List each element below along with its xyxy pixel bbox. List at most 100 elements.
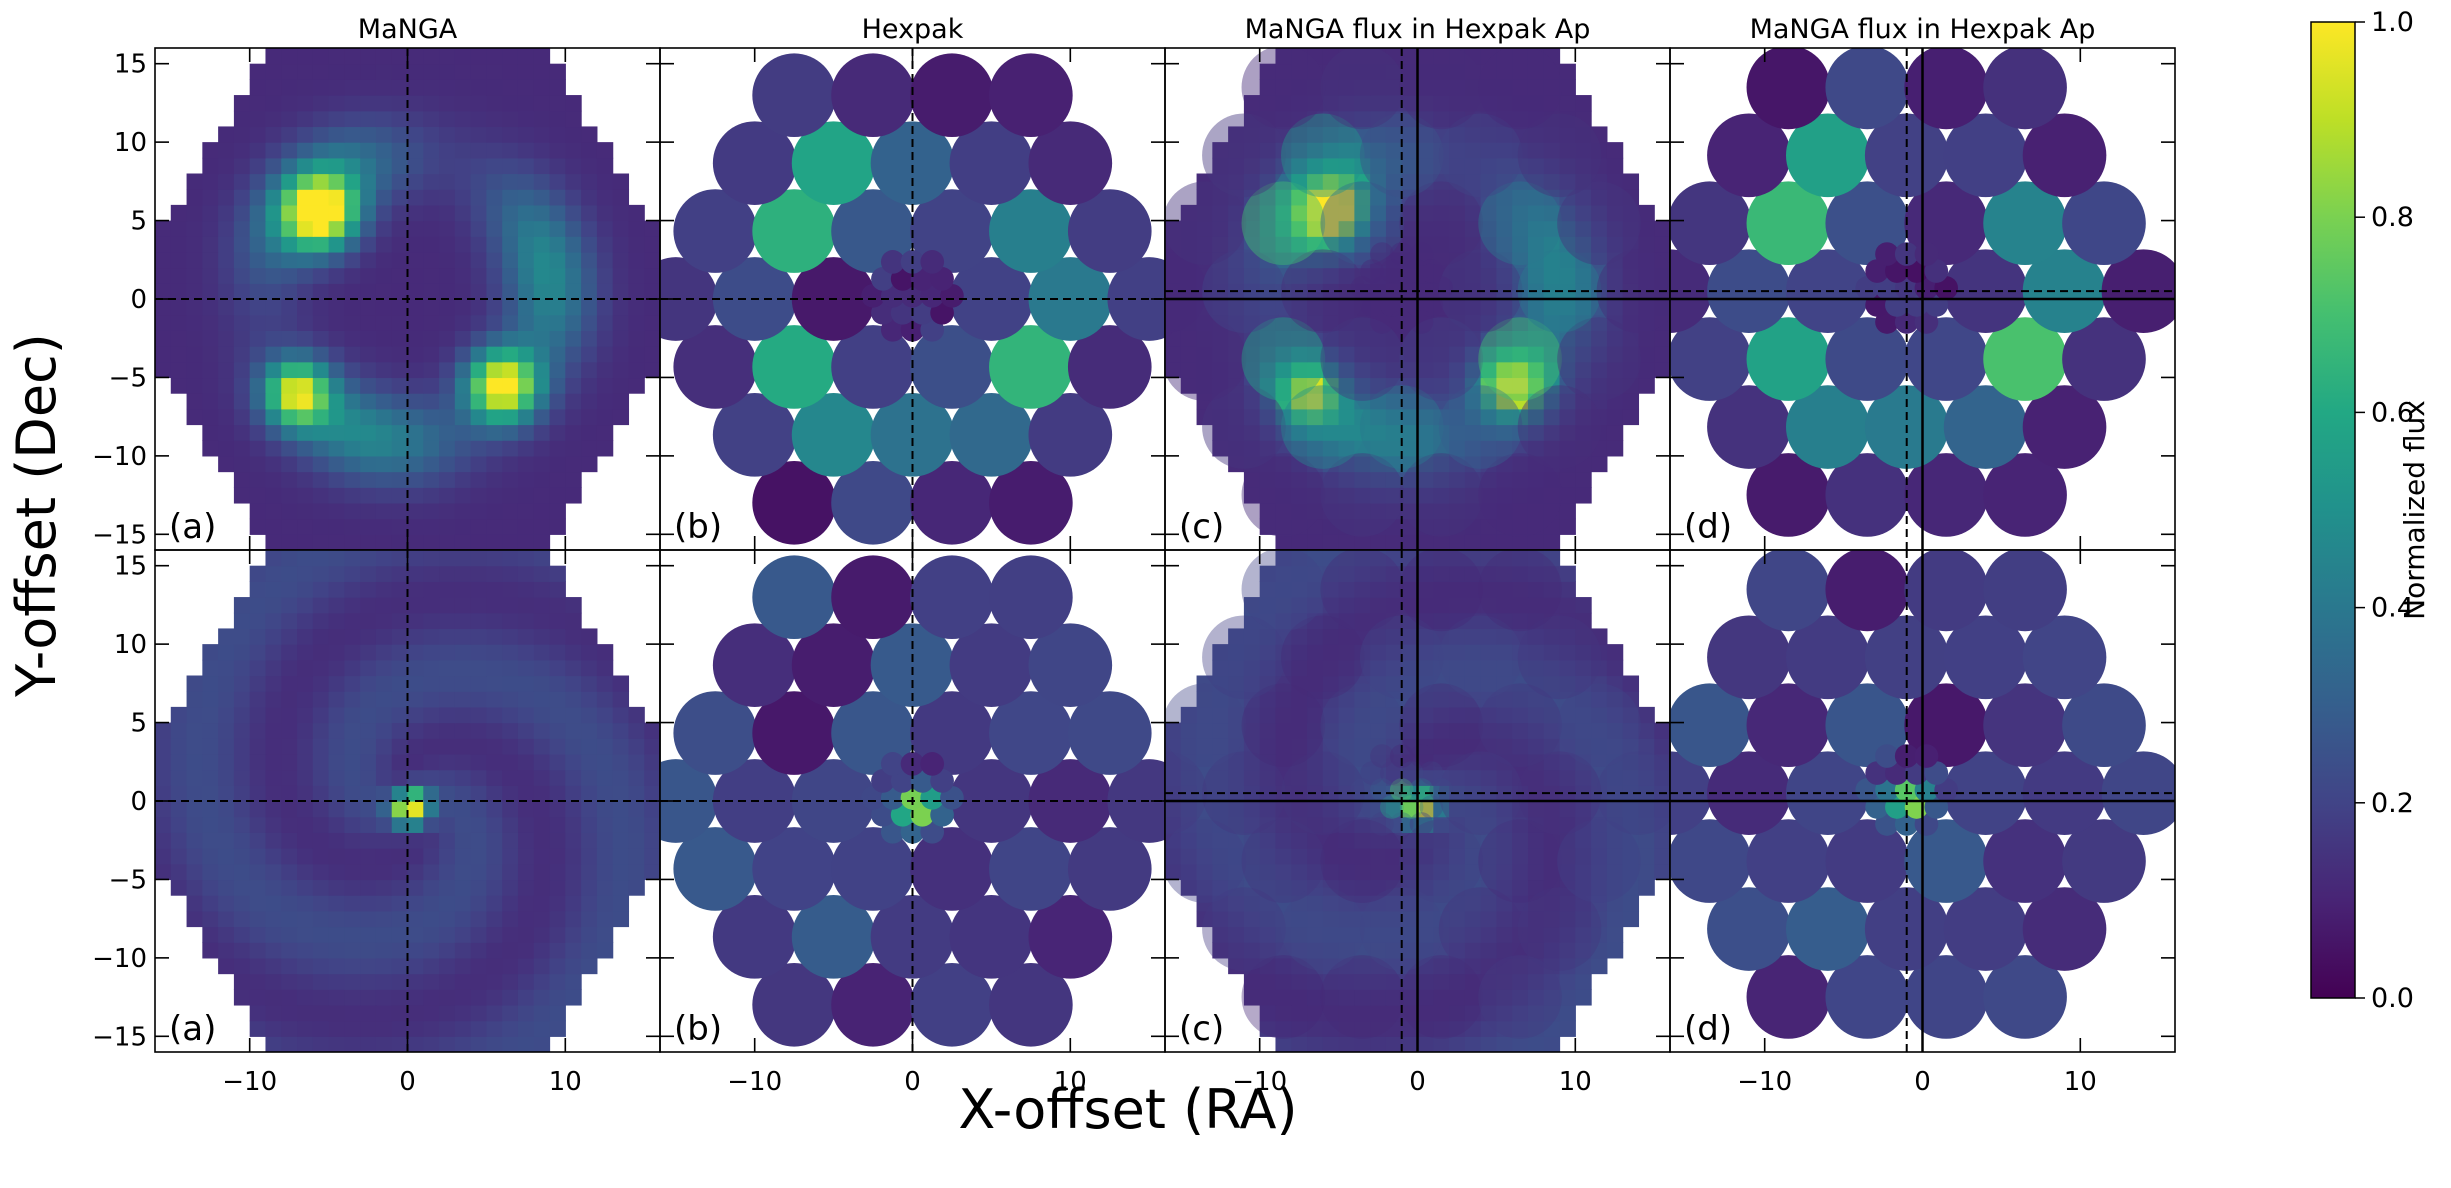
heatmap-cell — [1575, 738, 1592, 755]
heatmap-cell — [375, 706, 393, 724]
heatmap-cell — [1496, 863, 1513, 881]
heatmap-cell — [1291, 612, 1308, 630]
heatmap-cell — [1212, 706, 1229, 724]
heatmap-cell — [423, 879, 440, 896]
heatmap-cell — [1512, 518, 1529, 535]
heatmap-cell — [344, 314, 361, 331]
heatmap-cell — [391, 502, 409, 520]
heatmap-cell — [1622, 848, 1640, 865]
heatmap-cell — [265, 644, 282, 661]
heatmap-cell — [565, 393, 582, 410]
heatmap-cell — [170, 361, 188, 379]
heatmap-cell — [344, 440, 361, 457]
heatmap-cell — [517, 989, 535, 1006]
heatmap-cell — [1259, 863, 1277, 881]
heatmap-cell — [375, 879, 393, 896]
heatmap-cell — [1401, 408, 1419, 426]
fiber — [1904, 48, 1988, 130]
heatmap-cell — [375, 440, 393, 457]
heatmap-cell — [1417, 848, 1434, 865]
heatmap-cell — [1338, 848, 1355, 865]
heatmap-cell — [391, 48, 409, 65]
heatmap-cell — [1527, 361, 1545, 379]
heatmap-cell — [1622, 691, 1640, 708]
heatmap-cell — [1480, 691, 1498, 708]
fiber — [752, 691, 836, 775]
heatmap-cell — [1401, 48, 1419, 65]
heatmap-cell — [328, 769, 345, 786]
heatmap-cell — [1512, 675, 1529, 692]
heatmap-cell — [1196, 173, 1213, 190]
heatmap-cell — [1449, 863, 1466, 881]
heatmap-cell — [1322, 283, 1340, 300]
heatmap-cell — [1228, 408, 1245, 426]
heatmap-cell — [1512, 1004, 1529, 1022]
heatmap-cell — [312, 361, 330, 379]
heatmap-cell — [265, 63, 282, 80]
heatmap-cell — [1196, 361, 1213, 379]
heatmap-cell — [628, 848, 645, 865]
heatmap-cell — [407, 393, 424, 410]
heatmap-cell — [549, 471, 566, 488]
heatmap-cell — [486, 267, 503, 284]
heatmap-cell — [1496, 95, 1513, 112]
heatmap-cell — [249, 722, 267, 739]
heatmap-cell — [1543, 879, 1561, 896]
heatmap-cell — [407, 110, 424, 128]
y-tick-label: 0 — [130, 787, 147, 817]
heatmap-cell — [186, 801, 203, 818]
heatmap-cell — [1354, 220, 1371, 237]
heatmap-cell — [1338, 706, 1355, 724]
heatmap-cell — [407, 236, 424, 253]
heatmap-cell — [517, 581, 535, 598]
heatmap-cell — [533, 785, 551, 802]
heatmap-cell — [312, 377, 330, 394]
heatmap-cell — [1575, 126, 1592, 143]
heatmap-cell — [344, 63, 361, 80]
heatmap-cell — [1401, 189, 1419, 206]
heatmap-cell — [612, 220, 630, 237]
heatmap-cell — [155, 361, 172, 379]
heatmap-cell — [1480, 738, 1498, 755]
heatmap-cell — [1527, 502, 1545, 520]
heatmap-cell — [423, 1036, 440, 1052]
heatmap-cell — [1370, 550, 1387, 567]
heatmap-cell — [1243, 738, 1261, 755]
heatmap-cell — [1307, 220, 1324, 237]
heatmap-cell — [407, 785, 424, 802]
heatmap-cell — [1307, 1020, 1324, 1037]
heatmap-cell — [1480, 895, 1498, 912]
heatmap-cell — [328, 848, 345, 865]
heatmap-cell — [249, 1020, 267, 1037]
heatmap-cell — [407, 895, 424, 912]
heatmap-cell — [1385, 550, 1403, 567]
heatmap-cell — [1496, 236, 1513, 253]
fiber — [910, 53, 994, 138]
heatmap-cell — [1259, 408, 1277, 426]
heatmap-cell — [297, 848, 314, 865]
heatmap-cell — [297, 581, 314, 598]
heatmap-cell — [1212, 267, 1229, 284]
heatmap-cell — [375, 565, 393, 582]
fiber — [1746, 48, 1831, 130]
heatmap-cell — [1527, 738, 1545, 755]
heatmap-cell — [1354, 424, 1371, 441]
heatmap-cell — [328, 314, 345, 331]
heatmap-cell — [1307, 612, 1324, 630]
fiber — [2062, 181, 2146, 266]
heatmap-cell — [1496, 220, 1513, 237]
panel-title: MaNGA flux in Hexpak Ap — [1750, 14, 2096, 45]
heatmap-cell — [1259, 801, 1277, 818]
heatmap-cell — [407, 816, 424, 833]
heatmap-cell — [454, 753, 472, 771]
heatmap-cell — [423, 989, 440, 1006]
heatmap-cell — [1449, 722, 1466, 739]
heatmap-cell — [1512, 565, 1529, 582]
heatmap-cell — [1259, 706, 1277, 724]
heatmap-cell — [328, 95, 345, 112]
heatmap-cell — [486, 236, 503, 253]
heatmap-cell — [1243, 299, 1261, 316]
heatmap-cell — [1322, 440, 1340, 457]
heatmap-cell — [1575, 110, 1592, 128]
heatmap-cell — [1291, 534, 1308, 550]
